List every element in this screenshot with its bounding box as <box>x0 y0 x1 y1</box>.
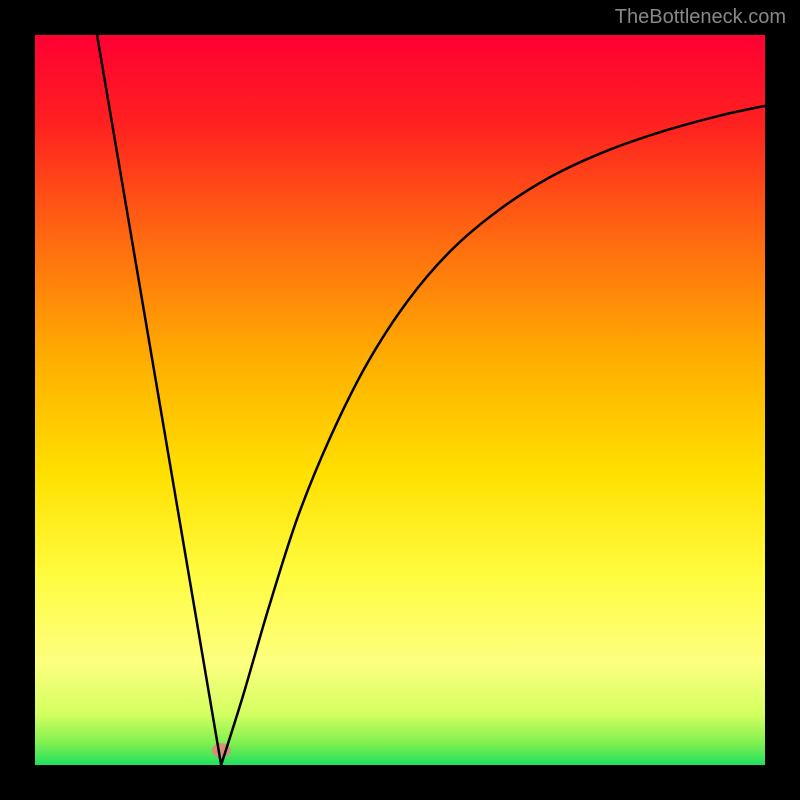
gradient-background <box>35 35 765 765</box>
chart-container: TheBottleneck.com <box>0 0 800 800</box>
watermark-text: TheBottleneck.com <box>615 6 786 29</box>
chart-svg <box>35 35 765 765</box>
plot-area <box>35 35 765 765</box>
